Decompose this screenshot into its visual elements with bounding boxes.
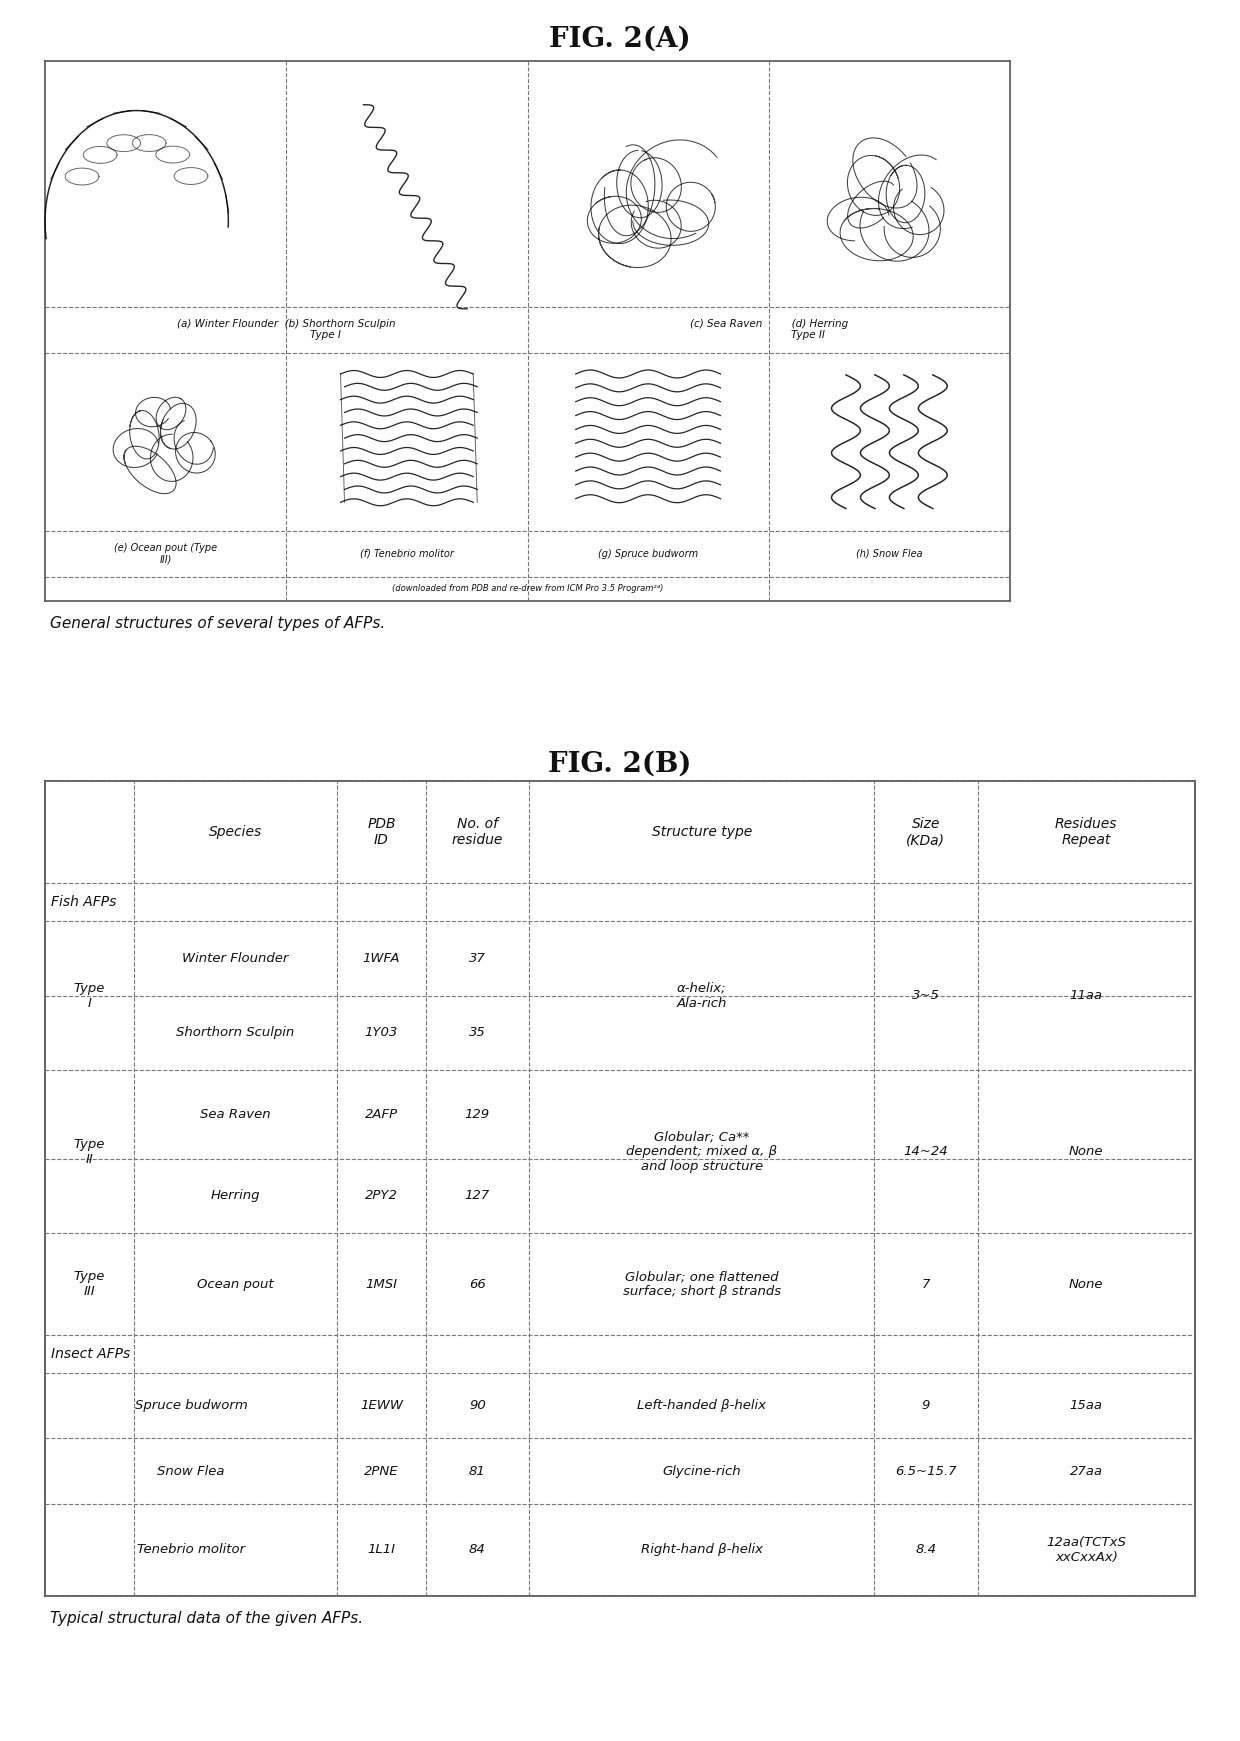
Text: Fish AFPs: Fish AFPs <box>51 895 117 909</box>
Text: 8.4: 8.4 <box>915 1543 936 1556</box>
Text: Winter Flounder: Winter Flounder <box>182 952 289 965</box>
Text: Snow Flea: Snow Flea <box>157 1464 224 1478</box>
Text: Sea Raven: Sea Raven <box>200 1107 270 1121</box>
Text: 37: 37 <box>469 952 486 965</box>
Text: 14~24: 14~24 <box>904 1146 949 1158</box>
Text: 35: 35 <box>469 1027 486 1039</box>
Text: (h) Snow Flea: (h) Snow Flea <box>856 548 923 559</box>
Text: 15aa: 15aa <box>1070 1400 1102 1412</box>
Text: 27aa: 27aa <box>1070 1464 1102 1478</box>
Text: 2PNE: 2PNE <box>365 1464 399 1478</box>
Text: (a) Winter Flounder  (b) Shorthorn Sculpin
                        Type I: (a) Winter Flounder (b) Shorthorn Sculpi… <box>177 319 396 341</box>
Text: No. of
residue: No. of residue <box>451 817 503 848</box>
Text: 81: 81 <box>469 1464 486 1478</box>
Text: Tenebrio molitor: Tenebrio molitor <box>136 1543 246 1556</box>
Text: α-helix;
Ala-rich: α-helix; Ala-rich <box>677 982 727 1010</box>
Text: (e) Ocean pout (Type
III): (e) Ocean pout (Type III) <box>114 543 217 564</box>
Text: 90: 90 <box>469 1400 486 1412</box>
Text: 1MSI: 1MSI <box>366 1278 397 1290</box>
Text: 1WFA: 1WFA <box>362 952 401 965</box>
Text: Insect AFPs: Insect AFPs <box>51 1348 130 1361</box>
Text: 6.5~15.7: 6.5~15.7 <box>895 1464 956 1478</box>
Text: (downloaded from PDB and re-drew from ICM Pro 3.5 Program²⁴): (downloaded from PDB and re-drew from IC… <box>392 585 663 594</box>
Text: (c) Sea Raven         (d) Herring
                        Type II: (c) Sea Raven (d) Herring Type II <box>689 319 848 341</box>
Text: Ocean pout: Ocean pout <box>197 1278 274 1290</box>
Text: Residues
Repeat: Residues Repeat <box>1055 817 1117 848</box>
Text: PDB
ID: PDB ID <box>367 817 396 848</box>
Text: 2PY2: 2PY2 <box>365 1189 398 1203</box>
Text: FIG. 2(B): FIG. 2(B) <box>548 750 692 778</box>
Text: Left-handed β-helix: Left-handed β-helix <box>637 1400 766 1412</box>
Text: Right-hand β-helix: Right-hand β-helix <box>641 1543 763 1556</box>
Text: (g) Spruce budworm: (g) Spruce budworm <box>598 548 698 559</box>
Text: 1Y03: 1Y03 <box>365 1027 398 1039</box>
Text: 66: 66 <box>469 1278 486 1290</box>
Text: 2AFP: 2AFP <box>365 1107 398 1121</box>
Text: Spruce budworm: Spruce budworm <box>135 1400 248 1412</box>
Text: Type
I: Type I <box>73 982 105 1010</box>
Text: Structure type: Structure type <box>651 825 751 839</box>
Text: General structures of several types of AFPs.: General structures of several types of A… <box>50 616 386 630</box>
Text: (f) Tenebrio molitor: (f) Tenebrio molitor <box>360 548 454 559</box>
Text: FIG. 2(A): FIG. 2(A) <box>549 26 691 52</box>
Text: 7: 7 <box>921 1278 930 1290</box>
Text: Typical structural data of the given AFPs.: Typical structural data of the given AFP… <box>50 1610 363 1626</box>
Text: Species: Species <box>208 825 262 839</box>
Text: Shorthorn Sculpin: Shorthorn Sculpin <box>176 1027 294 1039</box>
Text: Size
(KDa): Size (KDa) <box>906 817 945 848</box>
Text: Glycine-rich: Glycine-rich <box>662 1464 742 1478</box>
Text: None: None <box>1069 1278 1104 1290</box>
Text: 9: 9 <box>921 1400 930 1412</box>
Text: 84: 84 <box>469 1543 486 1556</box>
Text: 3~5: 3~5 <box>911 989 940 1003</box>
Text: 1L1I: 1L1I <box>367 1543 396 1556</box>
Text: 11aa: 11aa <box>1070 989 1102 1003</box>
Text: Globular; Ca**
dependent; mixed α, β
and loop structure: Globular; Ca** dependent; mixed α, β and… <box>626 1130 777 1173</box>
Text: 127: 127 <box>465 1189 490 1203</box>
Text: Type
III: Type III <box>73 1271 105 1299</box>
Text: None: None <box>1069 1146 1104 1158</box>
Text: 1EWW: 1EWW <box>360 1400 403 1412</box>
Text: 129: 129 <box>465 1107 490 1121</box>
Text: Herring: Herring <box>211 1189 260 1203</box>
Text: 12aa(TCTxS
xxCxxAx): 12aa(TCTxS xxCxxAx) <box>1047 1536 1126 1563</box>
Text: Globular; one flattened
surface; short β strands: Globular; one flattened surface; short β… <box>622 1271 781 1299</box>
Text: Type
II: Type II <box>73 1139 105 1166</box>
